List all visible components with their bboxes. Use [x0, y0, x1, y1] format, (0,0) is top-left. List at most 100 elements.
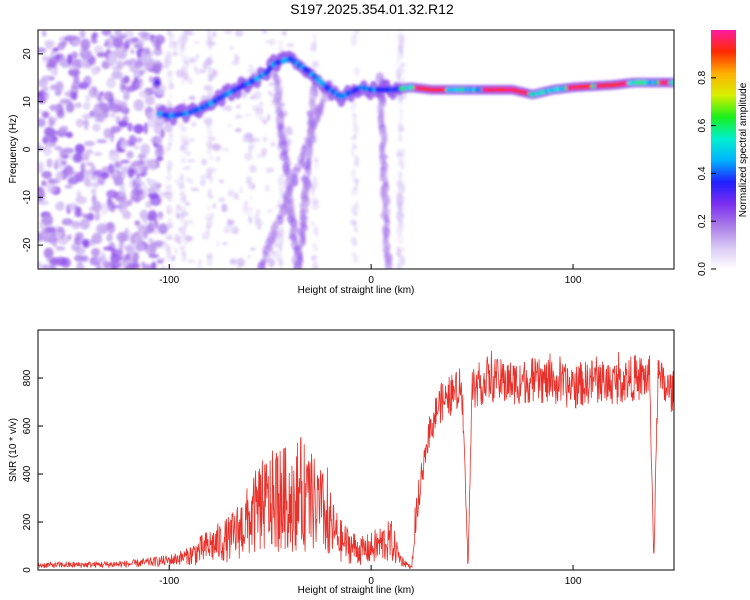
- spectrogram-blob: [80, 212, 87, 218]
- spectrogram-blob: [248, 216, 253, 222]
- spectrogram-blob: [38, 47, 47, 54]
- spectrogram-blob: [258, 101, 264, 108]
- spectrogram-blob: [134, 234, 144, 245]
- spectrogram-blob: [207, 67, 214, 72]
- spectrogram-blob: [168, 38, 174, 49]
- spectrogram-blob: [250, 247, 256, 251]
- spectrogram-blob: [47, 56, 59, 69]
- spectrogram-blob: [230, 259, 236, 265]
- spectrogram-blob: [140, 143, 151, 156]
- spectrogram-blob: [68, 68, 80, 77]
- spectrogram-blob: [138, 90, 148, 98]
- spectrogram-blob: [182, 237, 188, 247]
- spectrogram-blob: [244, 132, 254, 138]
- spectrogram-blob: [153, 48, 163, 56]
- spectrogram-blob: [80, 38, 91, 51]
- spectrogram-blob: [206, 172, 211, 180]
- spectrogram-blobs: [38, 30, 674, 269]
- spectrogram-blob: [180, 133, 185, 140]
- spectrogram-blob: [72, 153, 83, 164]
- spectrogram-blob: [179, 206, 187, 213]
- spectrogram-blob: [187, 258, 196, 264]
- spectrogram-blob: [91, 232, 103, 245]
- spectrogram-blob: [121, 101, 128, 109]
- spectrogram-blob: [205, 213, 211, 221]
- spectrogram-blob: [147, 210, 158, 222]
- spectrogram-blob: [143, 185, 148, 196]
- spectrogram-blob: [130, 49, 135, 54]
- x-tick-label: -100: [159, 275, 179, 286]
- spectrogram-blob: [73, 74, 80, 84]
- spectrogram-blob: [399, 107, 403, 114]
- spectrogram-blob: [202, 61, 208, 70]
- spectrogram-blob: [38, 261, 42, 269]
- spectrogram-blob: [350, 188, 358, 197]
- spectrogram-blob: [119, 184, 126, 197]
- spectrogram-blob: [314, 156, 319, 163]
- spectrogram-blob: [143, 231, 149, 239]
- spectrogram-blob: [94, 212, 101, 219]
- spectrogram-blob: [124, 244, 136, 252]
- spectrogram-blob: [277, 175, 283, 185]
- spectrogram-blob: [267, 90, 272, 95]
- spectrogram-blob: [247, 255, 251, 259]
- spectrogram-blob: [245, 113, 251, 118]
- spectrogram-blob: [312, 254, 319, 261]
- spectrogram-blob: [114, 104, 121, 110]
- figure-title: S197.2025.354.01.32.R12: [290, 1, 454, 17]
- spectrogram-blob: [180, 156, 186, 163]
- spectrogram-blob: [206, 85, 213, 90]
- spectrogram-blob: [400, 164, 405, 170]
- spectrogram-blob: [166, 243, 171, 253]
- spectrogram-blob: [59, 125, 69, 132]
- spectrogram-blob: [82, 102, 91, 110]
- ridge-core: [670, 80, 674, 85]
- spectrogram-blob: [55, 82, 63, 90]
- spectrogram-blob: [195, 53, 200, 59]
- spectrogram-blob: [312, 242, 318, 248]
- spectrogram-blob: [48, 178, 61, 184]
- spectrogram-blob: [396, 152, 403, 157]
- spectrogram-blob: [188, 57, 197, 64]
- spectrogram-blob: [114, 30, 122, 38]
- spectrogram-blob: [74, 205, 79, 218]
- spectrogram-blob: [80, 162, 86, 174]
- spectrogram-blob: [65, 169, 78, 179]
- spectrogram-x-ticks: -100 0 100: [159, 264, 582, 286]
- spectrogram-blob: [91, 247, 101, 257]
- spectrogram-blob: [83, 176, 91, 187]
- spectrogram-blob: [263, 136, 267, 143]
- spectrogram-blob: [154, 135, 163, 145]
- spectrogram-blob: [189, 177, 193, 185]
- spectrogram-blob: [143, 122, 148, 135]
- spectrogram-blob: [75, 118, 84, 128]
- spectrogram-blob: [57, 231, 63, 238]
- spectrogram-blob: [312, 200, 320, 211]
- spectrogram-blob: [265, 167, 275, 173]
- spectrogram-blob: [57, 42, 66, 51]
- spectrogram-blob: [221, 241, 228, 246]
- spectrogram-blob: [188, 78, 193, 85]
- spectrogram-blob: [41, 170, 53, 179]
- spectrogram-blob: [188, 138, 195, 142]
- spectrogram-blob: [86, 212, 95, 222]
- spectrogram-blob: [119, 81, 127, 93]
- spectrogram-blob: [159, 191, 166, 198]
- spectrogram-blob: [152, 240, 164, 247]
- spectrogram-blob: [278, 244, 283, 254]
- spectrogram-blob: [83, 75, 92, 87]
- spectrogram-blob: [114, 161, 123, 169]
- spectrogram-blob: [236, 257, 246, 267]
- spectrogram-blob: [384, 262, 393, 269]
- spectrogram-blob: [179, 182, 185, 189]
- spectrogram-blob: [354, 178, 360, 186]
- spectrogram-blob: [165, 174, 172, 182]
- spectrogram-blob: [127, 37, 135, 45]
- spectrogram-blob: [234, 30, 244, 37]
- spectrogram-blob: [352, 205, 360, 217]
- spectrogram-blob: [144, 94, 156, 106]
- spectrogram-blob: [156, 224, 165, 232]
- spectrogram-blob: [312, 226, 319, 236]
- spectrogram-blob: [148, 76, 154, 83]
